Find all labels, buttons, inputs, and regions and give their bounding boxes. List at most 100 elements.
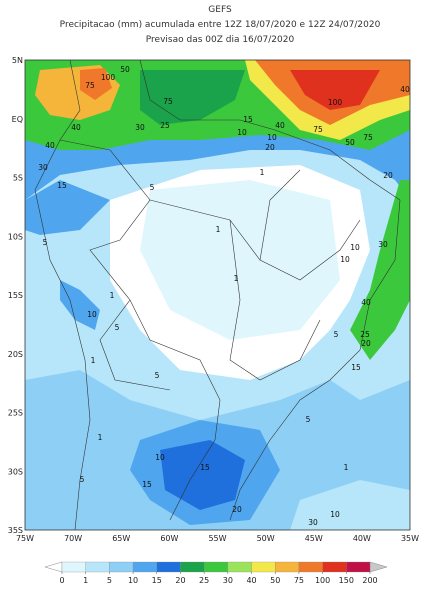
contour-label: 15 (243, 115, 253, 124)
colorbar-label: 40 (246, 576, 256, 585)
colorbar-label: 0 (59, 576, 64, 585)
contour-label: 10 (267, 133, 277, 142)
lat-label: 30S (8, 467, 23, 476)
contour-label: 5 (306, 415, 311, 424)
contour-label: 5 (43, 238, 48, 247)
contour-label: 1 (98, 433, 103, 442)
contour-label: 1 (344, 463, 349, 472)
lat-label: 10S (8, 232, 23, 241)
contour-label: 10 (340, 255, 350, 264)
lon-label: 50W (257, 534, 275, 543)
borders (34, 60, 401, 530)
contour-label: 15 (57, 181, 67, 190)
contour-label: 25 (360, 330, 370, 339)
contour-label: 10 (237, 128, 247, 137)
contour-label: 15 (351, 363, 361, 372)
colorbar-cell (251, 561, 276, 573)
colorbar-label: 25 (199, 576, 209, 585)
contour-label: 75 (313, 125, 323, 134)
lon-label: 45W (305, 534, 323, 543)
title: GEFS (208, 5, 232, 15)
colorbar-cell (275, 561, 300, 573)
contour-label: 100 (101, 73, 116, 82)
lon-label: 40W (353, 534, 371, 543)
contour-label: 20 (232, 505, 242, 514)
colorbar-label: 15 (152, 576, 162, 585)
lat-label: 35S (8, 526, 23, 535)
contour-label: 40 (361, 298, 371, 307)
contour-label: 30 (135, 123, 145, 132)
contour-label: 10 (350, 243, 360, 252)
colorbar-under (44, 561, 63, 573)
contour-label: 5 (150, 183, 155, 192)
contour-label: 20 (265, 143, 275, 152)
colorbar-cell (227, 561, 252, 573)
colorbar-label: 20 (175, 576, 185, 585)
contour-label: 1 (91, 356, 96, 365)
contour-label: 10 (155, 453, 165, 462)
contour-label: 20 (361, 339, 371, 348)
contour-label: 20 (383, 171, 393, 180)
contour-label: 5 (80, 475, 85, 484)
contour-label: 50 (345, 138, 355, 147)
contour-label: 40 (275, 121, 285, 130)
colorbar-label: 1 (83, 576, 88, 585)
contour-label: 25 (160, 121, 170, 130)
contour-label: 15 (142, 480, 152, 489)
colorbar-over (369, 561, 388, 573)
contour-label: 15 (200, 463, 210, 472)
colorbar-cell (132, 561, 157, 573)
lat-label: 5S (13, 174, 23, 183)
precip-field (25, 60, 410, 530)
contour-label: 40 (71, 123, 81, 132)
colorbar-label: 100 (315, 576, 330, 585)
contour-label: 100 (328, 98, 343, 107)
colorbar-label: 5 (107, 576, 112, 585)
lat-label: 25S (8, 409, 23, 418)
issued: Previsao das 00Z dia 16/07/2020 (146, 35, 295, 45)
contour-label: 50 (120, 65, 130, 74)
contour-label: 10 (330, 510, 340, 519)
colorbar-cell (61, 561, 86, 573)
colorbar-cell (298, 561, 323, 573)
colorbar-cell (156, 561, 181, 573)
contour-label: 5 (115, 323, 120, 332)
contour-label: 1 (260, 168, 265, 177)
lon-label: 75W (16, 534, 34, 543)
colorbar-cell (322, 561, 347, 573)
colorbar-cell (180, 561, 205, 573)
contour-label: 5 (334, 330, 339, 339)
map-frame (24, 59, 411, 531)
contour-label: 75 (163, 97, 173, 106)
lat-label: 20S (8, 350, 23, 359)
colorbar-cell (109, 561, 134, 573)
contour-label: 1 (234, 274, 239, 283)
colorbar-cell (85, 561, 110, 573)
contour-label: 10 (87, 310, 97, 319)
contour-label: 1 (110, 291, 115, 300)
lon-label: 70W (64, 534, 82, 543)
colorbar-cell (204, 561, 228, 573)
contour-label: 30 (38, 163, 48, 172)
lon-label: 65W (112, 534, 130, 543)
subtitle: Precipitacao (mm) acumulada entre 12Z 18… (60, 20, 381, 30)
contour-label: 30 (378, 240, 388, 249)
contour-label: 5 (155, 371, 160, 380)
lat-label: EQ (12, 115, 23, 124)
colorbar-label: 75 (294, 576, 304, 585)
contour-label: 1 (216, 225, 221, 234)
lon-label: 55W (208, 534, 226, 543)
contour-label: 75 (85, 81, 95, 90)
contour-label: 30 (308, 518, 318, 527)
colorbar-label: 200 (362, 576, 377, 585)
colorbar-cell (346, 561, 371, 573)
colorbar-label: 150 (339, 576, 354, 585)
contour-label: 40 (400, 85, 410, 94)
contour-label: 75 (363, 133, 373, 142)
lon-label: 60W (160, 534, 178, 543)
contour-label: 40 (45, 141, 55, 150)
lat-label: 15S (8, 291, 23, 300)
colorbar-label: 10 (128, 576, 138, 585)
